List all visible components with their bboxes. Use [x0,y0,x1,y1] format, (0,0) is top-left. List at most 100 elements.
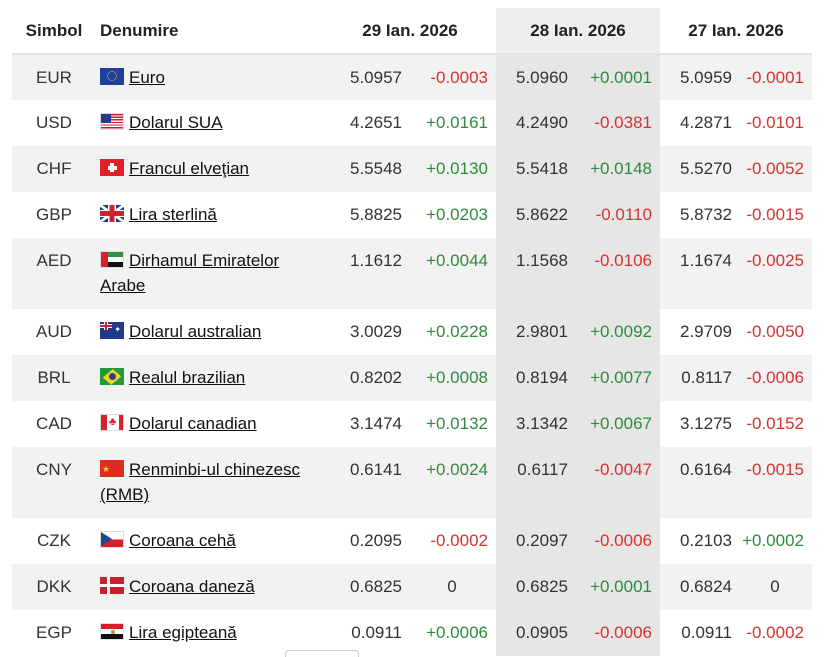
currency-symbol: DKK [12,564,96,610]
rate-change: -0.0006 [574,518,660,564]
rate-change: 0 [408,564,496,610]
rate-value: 1.1674 [660,238,738,309]
currency-name: Lira sterlină [129,205,217,224]
currency-name-link[interactable]: Euro [129,68,165,87]
rate-change: +0.0024 [408,447,496,518]
rate-value: 0.6825 [324,564,408,610]
rate-value: 0.6825 [496,564,574,610]
rate-change: +0.0077 [574,355,660,401]
rate-value: 3.1474 [350,414,402,433]
rate-change: -0.0015 [738,447,812,518]
column-header-date-1[interactable]: 29 Ian. 2026 [324,8,496,55]
currency-name: Dolarul australian [129,322,262,341]
rate-change: -0.0003 [408,54,496,100]
column-header-date-3[interactable]: 27 Ian. 2026 [660,8,812,55]
rate-value: 0.6141 [324,447,408,518]
rate-change: -0.0152 [746,414,804,433]
rate-value: 5.5418 [496,146,574,192]
rate-value: 5.0957 [324,54,408,100]
rate-value: 3.1275 [680,414,732,433]
rate-change: -0.0381 [574,100,660,146]
currency-name-link[interactable]: Dolarul canadian [129,414,257,433]
rate-change: -0.0001 [738,54,812,100]
currency-name-link[interactable]: Dirhamul Emiratelor Arabe [100,251,279,295]
table-row: EGP Lira egipteană 0.0911 +0.0006 0.0905 -0.0… [12,610,812,656]
currency-name-link[interactable]: Renminbi-ul chinezesc (RMB) [100,460,300,504]
currency-name: Dolarul canadian [129,414,257,433]
rate-value: 3.1342 [496,401,574,447]
column-header-date-2[interactable]: 28 Ian. 2026 [496,8,660,55]
currency-symbol: CHF [12,146,96,192]
rate-value: 0.6164 [660,447,738,518]
header-row: Simbol Denumire 29 Ian. 2026 28 Ian. 202… [12,8,812,55]
currency-name-line2: Arabe [100,276,146,295]
rate-change: -0.0101 [746,113,804,132]
currency-name: Dolarul SUA [129,113,223,132]
rate-value: 0.6824 [660,564,738,610]
currency-symbol: CNY [12,447,96,518]
currency-symbol: AUD [36,322,72,341]
rate-change: -0.0006 [738,355,812,401]
currency-name-link[interactable]: Realul brazilian [129,368,245,387]
currency-name-link[interactable]: Dolarul australian [129,322,261,341]
rate-value: 0.0905 [496,610,574,656]
ch-flag-icon [100,159,124,176]
currency-name-link[interactable]: Lira sterlină [129,205,217,224]
ca-flag-icon [100,414,124,431]
currency-name: Coroana cehă [129,531,236,550]
currency-name: Coroana daneză [129,577,255,596]
rate-value: 4.2871 [680,113,732,132]
rate-value: 3.0029 [350,322,402,341]
column-header-symbol[interactable]: Simbol [12,8,96,55]
currency-name-link[interactable]: Coroana cehă [129,531,236,550]
rate-change: +0.0228 [426,322,488,341]
table-row: CHF Francul elveţian 5.5548 +0.0130 5.5418 +0… [12,146,812,192]
eg-flag-icon [100,623,124,640]
currency-name-link[interactable]: Dolarul SUA [129,113,223,132]
currency-name-link[interactable]: Coroana daneză [129,577,255,596]
rate-change: -0.0106 [574,238,660,309]
rate-change: -0.0050 [746,322,804,341]
table-row: EUR Euro 5.0957 -0.0003 5.0960 +0.0001 5.0959-… [12,54,812,100]
table-row: AUD Dolarul australian 3.0029 +0.0228 2.9801… [12,309,812,355]
rate-value: 0.6117 [496,447,574,518]
rate-value: 0.2103 [680,531,732,550]
currency-name-cell: Lira sterlină [96,192,324,238]
rate-value: 2.9801 [496,309,574,355]
currency-name-cell: Euro [96,54,324,100]
rate-change: +0.0092 [574,309,660,355]
rate-value: 0.2095 [350,531,402,550]
currency-symbol: AED [12,238,96,309]
rate-change: -0.0110 [574,192,660,238]
currency-name-link[interactable]: Francul elveţian [129,159,249,178]
rate-value: 5.8825 [350,205,402,224]
table-row: USD Dolarul SUA 4.2651 +0.0161 4.2490 -0.0381… [12,100,812,146]
gb-flag-icon [100,205,124,222]
rate-value: 0.0911 [351,623,402,642]
exchange-rates-table: Simbol Denumire 29 Ian. 2026 28 Ian. 202… [12,8,812,656]
currency-name-line2: (RMB) [100,485,150,504]
rate-change: +0.0002 [742,531,804,550]
table-row: GBP Lira sterlină 5.8825 +0.0203 5.8622 -0.01… [12,192,812,238]
rate-value: 1.1612 [324,238,408,309]
rate-change: +0.0132 [426,414,488,433]
currency-name-cell: Realul brazilian [96,355,324,401]
column-header-name[interactable]: Denumire [96,8,324,55]
currency-symbol: CZK [37,531,71,550]
rate-change: +0.0067 [574,401,660,447]
rate-change: +0.0044 [408,238,496,309]
currency-name-link[interactable]: Lira egipteană [129,623,237,642]
rate-change: +0.0001 [574,54,660,100]
currency-name-cell: Dirhamul Emiratelor Arabe [96,238,324,309]
us-flag-icon [100,113,124,130]
currency-name: Dirhamul Emiratelor [129,251,280,270]
au-flag-icon [100,322,124,339]
rate-value: 1.1568 [496,238,574,309]
rate-value: 4.2651 [350,113,402,132]
rate-change: -0.0002 [430,531,488,550]
currency-name-cell: Coroana daneză [96,564,324,610]
table-row: CNY Renminbi-ul chinezesc (RMB) 0.6141+0.00… [12,447,812,518]
table-row: CAD Dolarul canadian 3.1474 +0.0132 3.1342+0… [12,401,812,447]
table-row: DKK Coroana daneză 0.6825 0 0.6825 +0.0001 0.6… [12,564,812,610]
currency-name: Francul elveţian [129,159,250,178]
